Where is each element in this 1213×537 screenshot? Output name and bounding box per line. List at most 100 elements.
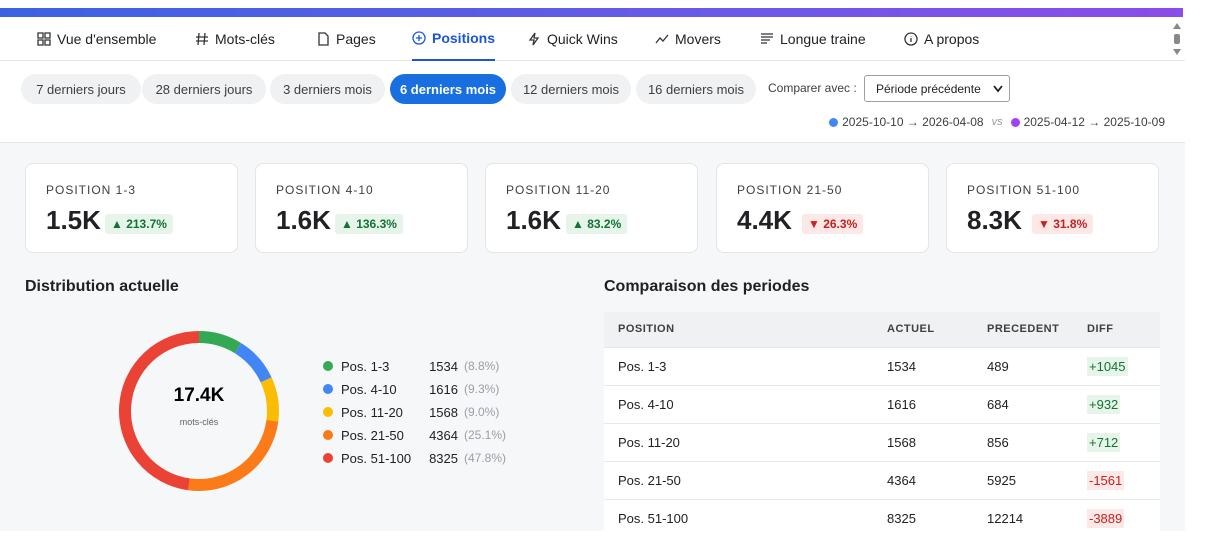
compare-select[interactable]: Période précédente xyxy=(864,75,1010,102)
legend-dot xyxy=(323,407,333,417)
kpi-value: 1.6K xyxy=(276,205,331,235)
tab-icon xyxy=(904,32,918,46)
table-cell: -3889 xyxy=(1073,498,1160,537)
table-cell: Pos. 21-50 xyxy=(604,460,873,499)
kpi-label: POSITION 21-50 xyxy=(737,183,843,197)
tab[interactable]: A propos xyxy=(904,17,979,61)
kpi-change: ▲ 136.3% xyxy=(335,214,403,234)
tab-icon xyxy=(528,32,540,46)
table-cell: +712 xyxy=(1073,422,1160,461)
tab-label: Vue d'ensemble xyxy=(57,31,157,47)
tab-label: Pages xyxy=(336,31,376,47)
scroll-arrows[interactable] xyxy=(1170,20,1184,58)
table-row: Pos. 1-3 1534 489 +1045 xyxy=(604,346,1160,385)
select-text: Période précédente xyxy=(876,82,981,96)
donut-segment xyxy=(188,419,279,491)
period-pill[interactable]: 28 derniers jours xyxy=(142,74,266,104)
legend-label: Pos. 21-50 xyxy=(341,427,404,443)
diff-value: -3889 xyxy=(1087,508,1125,528)
table-cell: 1568 xyxy=(873,422,973,461)
legend-dot xyxy=(323,453,333,463)
kpi-card: POSITION 1-3 1.5K ▲ 213.7% xyxy=(25,163,238,253)
period-pill[interactable]: 3 derniers mois xyxy=(270,74,385,104)
kpi-value: 8.3K xyxy=(967,205,1022,235)
kpi-card: POSITION 21-50 4.4K ▼ 26.3% xyxy=(716,163,929,253)
legend-value: 1568 xyxy=(429,404,458,420)
tab[interactable]: Longue traine xyxy=(760,17,866,61)
kpi-card: POSITION 4-10 1.6K ▲ 136.3% xyxy=(255,163,468,253)
table-row: Pos. 4-10 1616 684 +932 xyxy=(604,384,1160,423)
period-pill[interactable]: 7 derniers jours xyxy=(21,74,141,104)
legend-dot xyxy=(323,384,333,394)
legend-share: (25.1%) xyxy=(464,428,507,442)
donut-segment xyxy=(119,331,200,491)
tab-icon xyxy=(761,33,773,44)
content: Distribution actuelle Comparaison des pe… xyxy=(0,143,1185,537)
donut-total: 17.4K xyxy=(174,385,225,406)
period-pill[interactable]: 12 derniers mois xyxy=(511,74,631,104)
table-cell: -1561 xyxy=(1073,460,1160,499)
icon-path xyxy=(655,34,669,44)
legend-item: Pos. 4-10 1616 (9.3%) xyxy=(323,379,499,399)
legend-item: Pos. 21-50 4364 (25.1%) xyxy=(323,425,506,445)
tab-icon xyxy=(412,31,426,45)
column-header: POSITION xyxy=(604,312,873,347)
column-header: ACTUEL xyxy=(873,312,973,347)
legend-label: Pos. 4-10 xyxy=(341,381,397,397)
section-title: Comparaison des periodes xyxy=(604,278,810,295)
legend-item: Pos. 1-3 1534 (8.8%) xyxy=(323,356,499,376)
tab[interactable]: Movers xyxy=(655,17,721,61)
table-row: Pos. 51-100 8325 12214 -3889 xyxy=(604,498,1160,537)
tab[interactable]: Quick Wins xyxy=(527,17,618,61)
donut-segment xyxy=(234,342,272,383)
donut-chart: 17.4K mots-clés xyxy=(119,331,279,491)
legend-label: Pos. 1-3 xyxy=(341,358,390,374)
tab-label: Positions xyxy=(432,30,496,46)
table-cell: 684 xyxy=(973,384,1073,423)
table-cell: Pos. 1-3 xyxy=(604,346,873,385)
period-pill[interactable]: 16 derniers mois xyxy=(636,74,756,104)
comparison-table: POSITION ACTUEL PRECEDENT DIFF Pos. 1-3 1534 4… xyxy=(604,312,1160,537)
tab[interactable]: Vue d'ensemble xyxy=(37,17,156,61)
table-cell: 489 xyxy=(973,346,1073,385)
tab-icon xyxy=(655,34,669,44)
table-cell: 5925 xyxy=(973,460,1073,499)
tab[interactable]: Mots-clés xyxy=(195,17,275,61)
kpi-card: POSITION 11-20 1.6K ▲ 83.2% xyxy=(485,163,698,253)
icon-path xyxy=(318,32,329,46)
tab-icon xyxy=(37,32,51,46)
donut-segment xyxy=(198,331,242,354)
kpi-value: 1.6K xyxy=(506,205,561,235)
kpi-value: 1.5K xyxy=(46,205,101,235)
legend-label: Pos. 51-100 xyxy=(341,450,412,466)
tab[interactable]: Positions xyxy=(412,17,496,61)
diff-value: +1045 xyxy=(1087,356,1128,376)
period-pill[interactable]: 6 derniers mois xyxy=(390,74,506,104)
kpi-change: ▼ 26.3% xyxy=(802,214,864,234)
kpi-card: POSITION 51-100 8.3K ▼ 31.8% xyxy=(946,163,1159,253)
kpi-change: ▲ 83.2% xyxy=(566,214,628,234)
tab[interactable]: Pages xyxy=(316,17,376,61)
tab-label: Movers xyxy=(675,31,721,47)
date-ranges: 2025-10-10 → 2026-04-08 vs 2025-04-12 → … xyxy=(829,115,1165,129)
table-cell: Pos. 51-100 xyxy=(604,498,873,537)
table-cell: 856 xyxy=(973,422,1073,461)
legend-dot xyxy=(323,361,333,371)
tab-label: Quick Wins xyxy=(547,31,618,47)
tab-label: A propos xyxy=(924,31,980,47)
legend-share: (9.0%) xyxy=(464,405,500,419)
legend-value: 8325 xyxy=(429,450,458,466)
accent-bar xyxy=(0,8,1183,17)
table-cell: 1534 xyxy=(873,346,973,385)
table-cell: 1616 xyxy=(873,384,973,423)
donut-segment xyxy=(260,377,279,422)
kpi-change: ▼ 31.8% xyxy=(1032,214,1094,234)
tab-icon xyxy=(196,32,208,46)
diff-value: +932 xyxy=(1087,394,1121,414)
tab-icon xyxy=(318,32,329,46)
table-cell: 8325 xyxy=(873,498,973,537)
tab-bar: Vue d'ensemble Mots-clés Pages Positions Qui… xyxy=(0,17,1185,61)
kpi-label: POSITION 4-10 xyxy=(276,183,374,197)
icon-path xyxy=(528,32,540,46)
